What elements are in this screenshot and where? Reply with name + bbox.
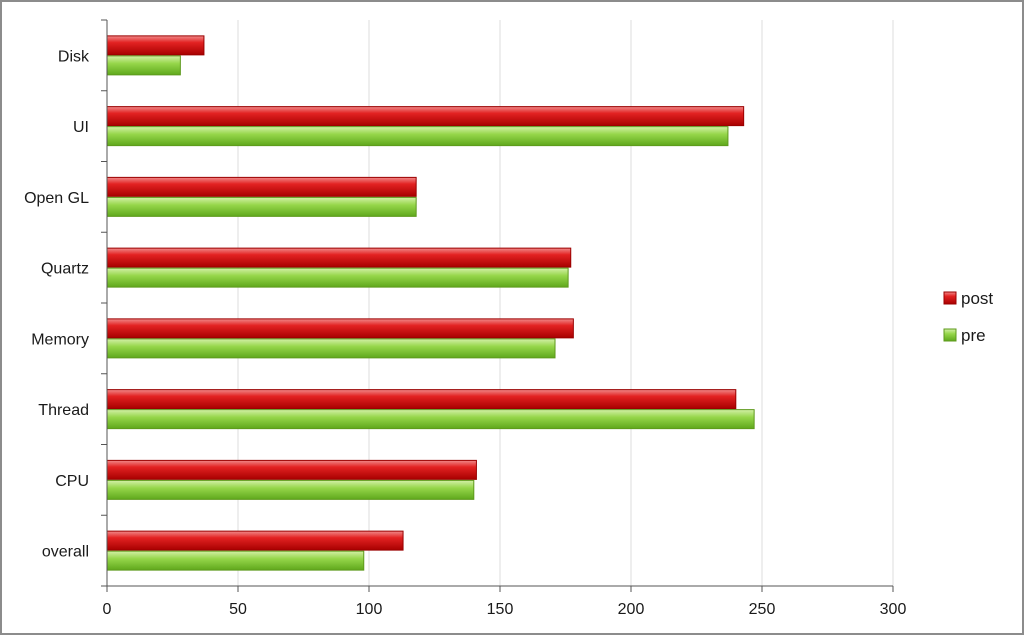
bar-pre-ui [106,126,729,147]
bar-post-disk [106,35,205,56]
category-label: Thread [38,402,89,419]
category-label: Quartz [41,261,89,278]
category-label: Open GL [24,190,89,207]
bar-post-open-gl [106,176,417,197]
bar-post-quartz [106,247,572,268]
legend-label-pre: pre [961,326,986,345]
bar-pre-disk [106,55,181,76]
gridlines [237,20,894,586]
category-labels: Disk UI Open GL Quartz Memory Thread CPU overal… [24,48,90,560]
category-label: CPU [55,473,89,490]
x-tick-labels: 0 50 100 150 200 250 300 [103,601,907,618]
x-tick-label: 100 [356,601,383,618]
axes [101,19,894,592]
legend-label-post: post [961,289,993,308]
bar-pre-thread [106,409,755,430]
bar-pre-quartz [106,267,569,288]
x-tick-label: 300 [880,601,907,618]
x-tick-label: 200 [618,601,645,618]
category-label: Disk [58,48,90,65]
category-label: Memory [31,331,89,348]
category-label: overall [42,544,89,561]
category-label: UI [73,119,89,136]
bar-post-thread [106,389,737,410]
bar-pre-memory [106,338,556,359]
x-tick-label: 50 [229,601,247,618]
x-tick-label: 150 [487,601,514,618]
legend-swatch-post [943,291,957,305]
bar-post-overall [106,530,404,551]
legend-swatch-pre [943,328,957,342]
bar-post-ui [106,106,745,127]
legend: post pre [943,289,993,345]
x-tick-label: 250 [749,601,776,618]
bars [106,35,755,571]
bar-pre-cpu [106,479,475,500]
bar-pre-open-gl [106,196,417,217]
bar-pre-overall [106,550,365,571]
bar-post-cpu [106,459,477,480]
x-tick-label: 0 [103,601,112,618]
bar-post-memory [106,318,574,339]
